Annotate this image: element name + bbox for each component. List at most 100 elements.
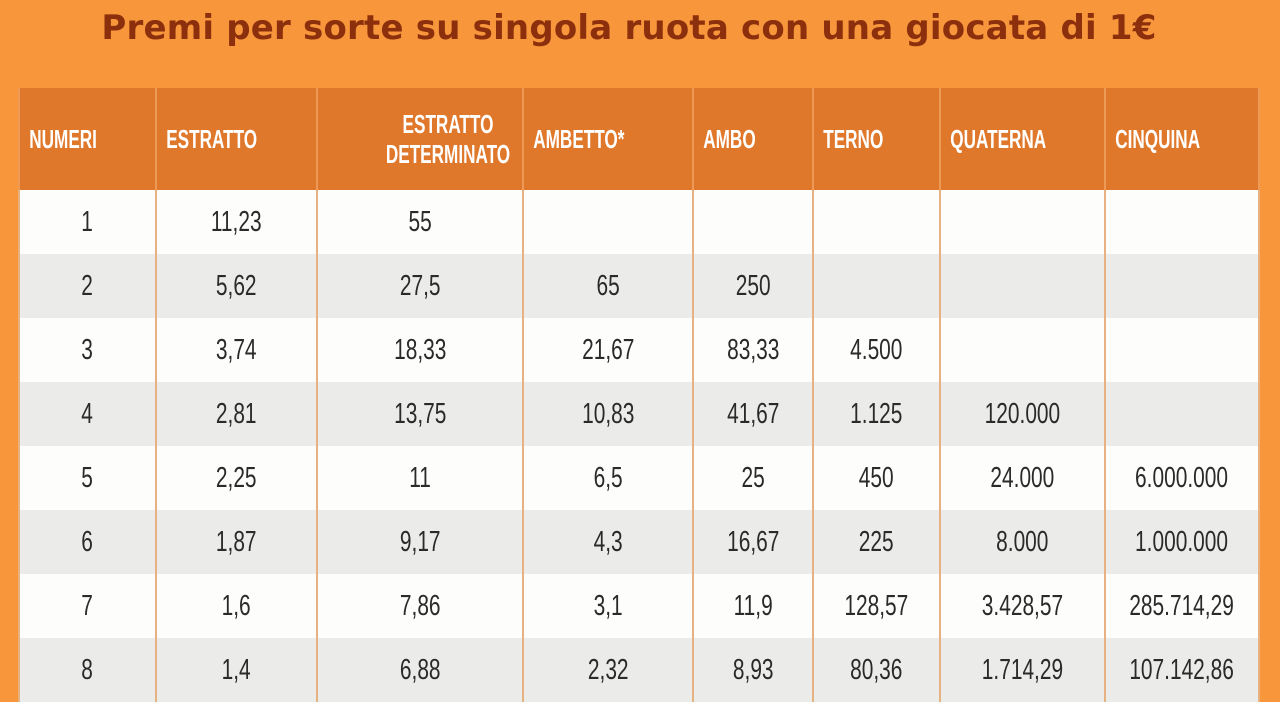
cell-value: 6 [81, 525, 94, 558]
table-cell: 7,86 [316, 574, 524, 638]
table-cell: 285.714,29 [1104, 574, 1260, 638]
cell-value: 13,75 [393, 397, 447, 430]
cell-value: 3,74 [216, 333, 257, 366]
table-cell: 65 [522, 254, 694, 318]
table-cell: 4.500 [812, 318, 941, 382]
table-cell: 1.125 [812, 382, 941, 446]
table-cell [1104, 382, 1260, 446]
table-cell: 2,81 [155, 382, 318, 446]
column-header-label: AMBO [703, 123, 756, 154]
table-row: 6 1,87 9,17 4,3 16,67 225 8.000 1.000.000 [18, 510, 1260, 574]
cell-value: 120.000 [984, 397, 1061, 430]
table-cell: 128,57 [812, 574, 941, 638]
table-cell: 3,1 [522, 574, 694, 638]
cell-value: 7,86 [399, 589, 441, 622]
table-cell [692, 190, 814, 254]
cell-value: 1.714,29 [981, 653, 1064, 686]
cell-value: 450 [859, 461, 894, 494]
column-header: AMBETTO* [522, 88, 694, 190]
table-cell [939, 190, 1106, 254]
column-header: NUMERI [18, 88, 157, 190]
cell-value: 1,6 [221, 589, 252, 622]
cell-value: 8.000 [996, 525, 1049, 558]
cell-value: 11 [409, 461, 431, 494]
cell-value: 4.500 [850, 333, 903, 366]
table-cell: 107.142,86 [1104, 638, 1260, 702]
table-cell [939, 318, 1106, 382]
column-header-label: AMBETTO* [533, 123, 625, 154]
table-cell: 4 [18, 382, 157, 446]
table-cell: 3.428,57 [939, 574, 1106, 638]
table-cell: 1.714,29 [939, 638, 1106, 702]
cell-value: 80,36 [850, 653, 903, 686]
table-cell: 9,17 [316, 510, 524, 574]
cell-value: 1 [81, 205, 94, 238]
table-row: 2 5,62 27,5 65 250 [18, 254, 1260, 318]
cell-value: 18,33 [393, 333, 447, 366]
cell-value: 5,62 [216, 269, 257, 302]
table-cell [1104, 254, 1260, 318]
table-cell: 8,93 [692, 638, 814, 702]
cell-value: 41,67 [726, 397, 780, 430]
cell-value: 27,5 [399, 269, 441, 302]
cell-value: 285.714,29 [1129, 589, 1235, 622]
cell-value: 1,87 [216, 525, 257, 558]
prize-table: NUMERI ESTRATTO ESTRATTO DETERMINATO AMBETT… [18, 88, 1260, 702]
cell-value: 1.000.000 [1135, 525, 1229, 558]
page-title: Premi per sorte su singola ruota con una… [101, 8, 1157, 48]
column-header: ESTRATTO [155, 88, 318, 190]
cell-value: 11,9 [733, 589, 773, 622]
table-row: 7 1,6 7,86 3,1 11,9 128,57 3.428,57 285.714,29 [18, 574, 1260, 638]
table-cell: 8.000 [939, 510, 1106, 574]
table-cell: 6,88 [316, 638, 524, 702]
table-cell: 27,5 [316, 254, 524, 318]
cell-value: 3 [81, 333, 94, 366]
column-header-label: NUMERI [29, 123, 97, 154]
cell-value: 9,17 [399, 525, 441, 558]
cell-value: 6,5 [593, 461, 623, 494]
column-header: QUATERNA [939, 88, 1106, 190]
table-cell [812, 254, 941, 318]
table-cell: 120.000 [939, 382, 1106, 446]
cell-value: 6,88 [399, 653, 441, 686]
table-cell: 83,33 [692, 318, 814, 382]
table-cell: 3 [18, 318, 157, 382]
cell-value: 3.428,57 [981, 589, 1064, 622]
table-row: 5 2,25 11 6,5 25 450 24.000 6.000.000 [18, 446, 1260, 510]
column-header: AMBO [692, 88, 814, 190]
table-cell [812, 190, 941, 254]
cell-value: 4 [81, 397, 94, 430]
table-cell: 80,36 [812, 638, 941, 702]
table-cell: 2,32 [522, 638, 694, 702]
table-cell [522, 190, 694, 254]
table-cell: 41,67 [692, 382, 814, 446]
cell-value: 7 [81, 589, 94, 622]
table-cell: 3,74 [155, 318, 318, 382]
table-cell: 450 [812, 446, 941, 510]
column-header-label: QUATERNA [950, 123, 1047, 154]
table-cell: 6,5 [522, 446, 694, 510]
cell-value: 21,67 [581, 333, 635, 366]
table-cell: 6 [18, 510, 157, 574]
table-cell: 21,67 [522, 318, 694, 382]
cell-value: 128,57 [844, 589, 909, 622]
cell-value: 55 [408, 205, 432, 238]
cell-value: 2 [81, 269, 94, 302]
table-cell: 55 [316, 190, 524, 254]
table-cell: 25 [692, 446, 814, 510]
table-cell [939, 254, 1106, 318]
cell-value: 2,32 [587, 653, 629, 686]
table-cell: 1,6 [155, 574, 318, 638]
table-cell: 11,23 [155, 190, 318, 254]
table-cell: 11,9 [692, 574, 814, 638]
table-row: 4 2,81 13,75 10,83 41,67 1.125 120.000 [18, 382, 1260, 446]
cell-value: 4,3 [593, 525, 623, 558]
table-row: 8 1,4 6,88 2,32 8,93 80,36 1.714,29 107.142,86 [18, 638, 1260, 702]
cell-value: 1.125 [850, 397, 903, 430]
cell-value: 10,83 [581, 397, 635, 430]
table-cell: 6.000.000 [1104, 446, 1260, 510]
table-cell: 5 [18, 446, 157, 510]
table-cell: 1 [18, 190, 157, 254]
column-header: TERNO [812, 88, 941, 190]
table-row: 1 11,23 55 [18, 190, 1260, 254]
